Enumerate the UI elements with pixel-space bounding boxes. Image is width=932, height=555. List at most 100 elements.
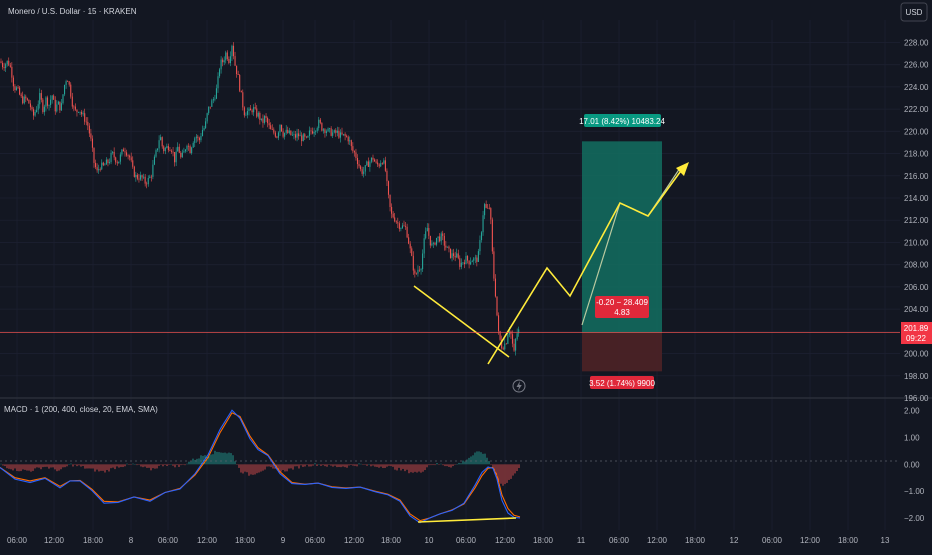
candle-body: [250, 108, 252, 111]
candle-body: [442, 233, 444, 236]
macd-title[interactable]: MACD · 1 (200, 400, close, 20, EMA, SMA): [4, 405, 158, 414]
price-tick-label: 216.00: [904, 172, 929, 181]
candle-body: [482, 215, 484, 233]
candle-body: [471, 260, 473, 263]
candle-body: [425, 231, 427, 239]
macd-histogram-bar: [58, 464, 60, 471]
currency-label[interactable]: USD: [906, 8, 923, 17]
price-tick-label: 218.00: [904, 150, 929, 159]
macd-histogram-bar: [338, 464, 340, 467]
macd-histogram-bar: [448, 464, 450, 467]
macd-histogram-bar: [296, 464, 298, 467]
candle-body: [494, 278, 496, 297]
macd-histogram-bar: [270, 464, 272, 468]
macd-histogram-bar: [92, 464, 94, 469]
macd-histogram-bar: [474, 452, 476, 465]
macd-histogram-bar: [490, 464, 492, 465]
candle-body: [499, 331, 501, 340]
macd-histogram-bar: [328, 464, 330, 465]
macd-axis[interactable]: 2.00 1.00 0.00 −1.00 −2.00: [904, 407, 925, 523]
macd-histogram-bar: [436, 463, 438, 465]
macd-histogram-bar: [354, 464, 356, 466]
macd-histogram-bar: [256, 464, 258, 474]
macd-histogram-bar: [456, 464, 458, 465]
candle-body: [40, 93, 42, 100]
candle-body: [473, 258, 475, 261]
candle-body: [282, 131, 284, 137]
candle-body: [239, 74, 241, 91]
macd-histogram-bar: [408, 464, 410, 474]
candle-body: [136, 174, 138, 179]
macd-histogram-bar: [498, 464, 500, 483]
macd-histogram-bar: [248, 464, 250, 476]
macd-histogram-bar: [410, 464, 412, 473]
candle-body: [50, 99, 52, 105]
candle-body: [260, 118, 262, 120]
macd-histogram-bar: [72, 464, 74, 467]
macd-histogram-bar: [376, 464, 378, 467]
candle-body: [164, 147, 166, 152]
candle-body: [205, 121, 207, 128]
candle-body: [33, 109, 35, 116]
macd-histogram-bar: [266, 464, 268, 467]
lightning-icon[interactable]: [512, 379, 526, 393]
candle-body: [34, 112, 36, 116]
macd-histogram-bar: [320, 464, 322, 466]
candle-body: [358, 164, 360, 167]
candle-body: [406, 226, 408, 238]
macd-histogram-bar: [216, 451, 218, 465]
candle-body: [315, 131, 317, 132]
candle-body: [327, 128, 329, 132]
candle-body: [274, 132, 276, 137]
price-tick-label: 196.00: [904, 394, 929, 403]
candle-body: [8, 60, 10, 66]
price-axis[interactable]: 228.00 226.00 224.00 222.00 220.00 218.00 216.…: [904, 38, 929, 403]
macd-histogram-bar: [108, 464, 110, 472]
macd-histogram-bar: [54, 464, 56, 470]
candle-body: [370, 157, 372, 162]
candle-body: [338, 130, 340, 138]
candle-body: [231, 45, 233, 57]
macd-histogram-bar: [8, 464, 10, 469]
macd-histogram-bar: [214, 450, 216, 465]
macd-histogram-bar: [362, 464, 364, 465]
candle-body: [157, 148, 159, 151]
candle-body: [141, 175, 143, 178]
candle-body: [163, 146, 165, 152]
macd-histogram-bar: [146, 464, 148, 468]
candle-body: [82, 113, 84, 115]
time-tick-label: 18:00: [83, 536, 104, 545]
macd-histogram-bar: [318, 464, 320, 465]
macd-histogram-bar: [116, 464, 118, 467]
candle-body: [508, 331, 510, 335]
macd-histogram-bar: [194, 459, 196, 465]
macd-histogram-bar: [138, 464, 140, 465]
macd-histogram-bar: [246, 464, 248, 473]
candle-body: [273, 129, 275, 133]
macd-histogram-bar: [168, 464, 170, 465]
macd-histogram-bar: [222, 452, 224, 465]
time-tick-label: 06:00: [158, 536, 179, 545]
macd-histogram-bar: [228, 452, 230, 465]
time-tick-label: 06:00: [305, 536, 326, 545]
candle-body: [364, 165, 366, 172]
candle-body: [443, 235, 445, 246]
stop-label: 3.52 (1.74%) 9900: [589, 379, 655, 388]
macd-histogram-bar: [130, 464, 132, 465]
macd-histogram-bar: [260, 464, 262, 472]
candle-body: [243, 107, 245, 116]
candle-body: [77, 111, 80, 113]
macd-histogram-bar: [480, 452, 482, 465]
candle-body: [361, 169, 363, 174]
candle-body: [108, 162, 111, 163]
candle-body: [474, 257, 476, 259]
candle-body: [149, 176, 151, 178]
symbol-title[interactable]: Monero / U.S. Dollar · 15 · KRAKEN: [8, 7, 137, 16]
macd-histogram-bar: [398, 464, 400, 468]
candle-body: [276, 136, 278, 138]
candle-body: [339, 132, 341, 138]
macd-histogram-bar: [210, 454, 212, 465]
time-axis[interactable]: 06:00 12:00 18:00 8 06:00 12:00 18:00 9 06:00 12:…: [7, 536, 890, 545]
currency-button[interactable]: USD: [900, 2, 928, 22]
